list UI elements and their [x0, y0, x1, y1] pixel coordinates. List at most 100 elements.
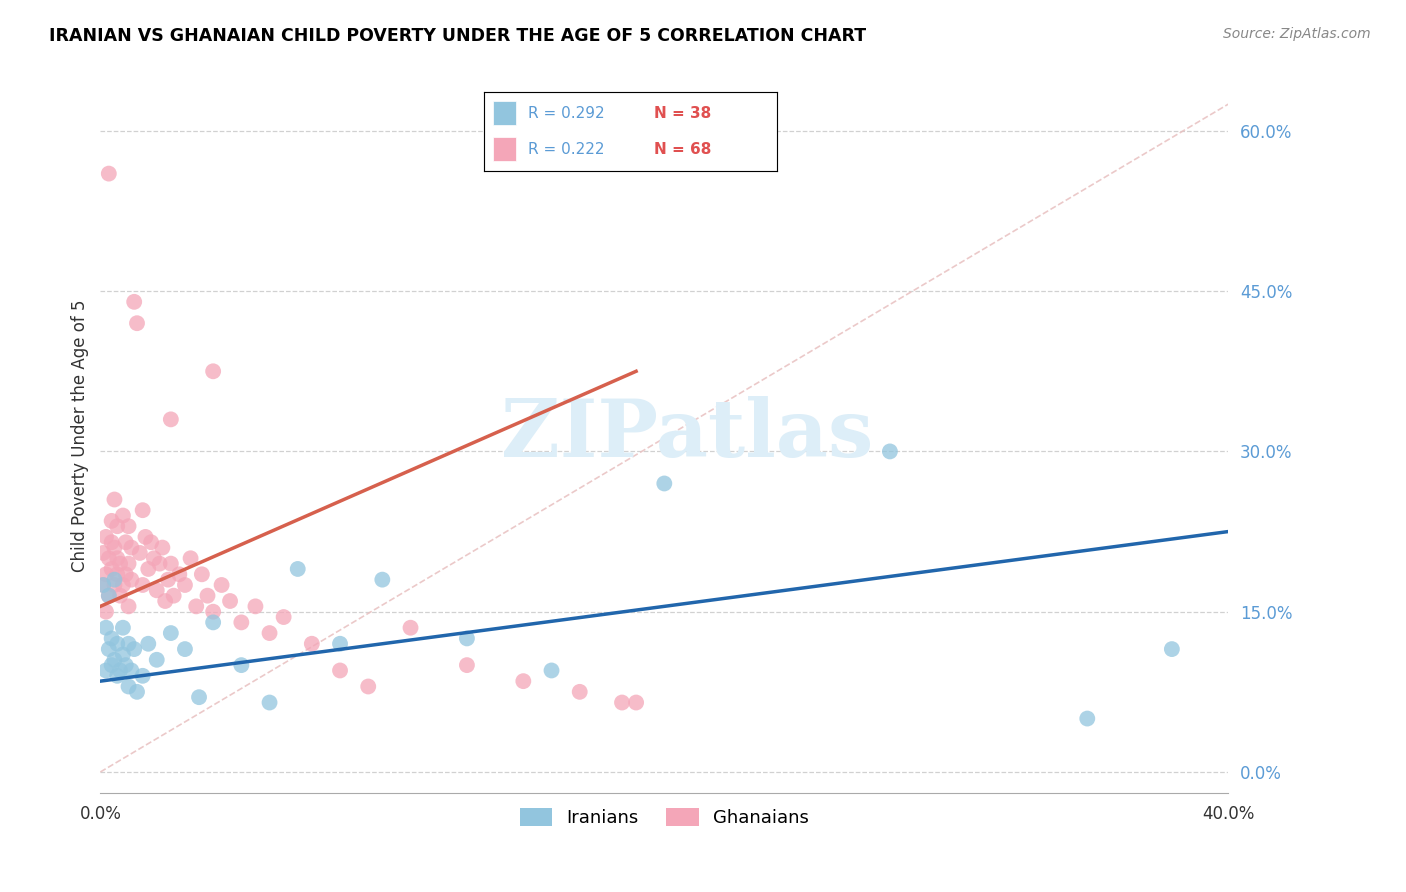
Ghanaians — [145, 583, 167, 598]
Text: IRANIAN VS GHANAIAN CHILD POVERTY UNDER THE AGE OF 5 CORRELATION CHART: IRANIAN VS GHANAIAN CHILD POVERTY UNDER … — [49, 27, 866, 45]
Iranians — [879, 444, 901, 458]
Iranians — [202, 615, 225, 630]
Iranians — [1076, 712, 1098, 726]
Iranians — [103, 653, 125, 667]
Ghanaians — [111, 578, 134, 592]
Legend: Iranians, Ghanaians: Iranians, Ghanaians — [513, 801, 815, 834]
Ghanaians — [105, 567, 128, 582]
Ghanaians — [108, 589, 131, 603]
Iranians — [329, 637, 352, 651]
Ghanaians — [117, 599, 139, 614]
Iranians — [103, 573, 125, 587]
Ghanaians — [131, 578, 153, 592]
Ghanaians — [456, 658, 478, 673]
Iranians — [117, 637, 139, 651]
Ghanaians — [186, 599, 208, 614]
Ghanaians — [155, 594, 177, 608]
Ghanaians — [142, 551, 165, 566]
Iranians — [94, 621, 117, 635]
Iranians — [287, 562, 309, 576]
Ghanaians — [157, 573, 180, 587]
Ghanaians — [103, 541, 125, 555]
Ghanaians — [273, 610, 295, 624]
Iranians — [371, 573, 394, 587]
Text: ZIPatlas: ZIPatlas — [501, 396, 873, 475]
Iranians — [125, 685, 148, 699]
Ghanaians — [122, 294, 145, 309]
Iranians — [652, 476, 675, 491]
Iranians — [259, 696, 281, 710]
Iranians — [105, 669, 128, 683]
Iranians — [160, 626, 183, 640]
Ghanaians — [202, 605, 225, 619]
Iranians — [94, 664, 117, 678]
Ghanaians — [94, 530, 117, 544]
Ghanaians — [219, 594, 242, 608]
Ghanaians — [259, 626, 281, 640]
Ghanaians — [103, 578, 125, 592]
Ghanaians — [329, 664, 352, 678]
Ghanaians — [100, 562, 122, 576]
Ghanaians — [114, 567, 136, 582]
Ghanaians — [117, 557, 139, 571]
Ghanaians — [610, 696, 633, 710]
Ghanaians — [111, 508, 134, 523]
Ghanaians — [91, 578, 114, 592]
Ghanaians — [114, 535, 136, 549]
Ghanaians — [231, 615, 253, 630]
Iranians — [1160, 642, 1182, 657]
Iranians — [111, 648, 134, 662]
Ghanaians — [139, 535, 162, 549]
Ghanaians — [91, 546, 114, 560]
Iranians — [136, 637, 159, 651]
Iranians — [97, 642, 120, 657]
Ghanaians — [131, 503, 153, 517]
Text: Source: ZipAtlas.com: Source: ZipAtlas.com — [1223, 27, 1371, 41]
Ghanaians — [163, 589, 186, 603]
Ghanaians — [103, 492, 125, 507]
Iranians — [111, 621, 134, 635]
Ghanaians — [128, 546, 150, 560]
Ghanaians — [134, 530, 156, 544]
Ghanaians — [160, 412, 183, 426]
Ghanaians — [120, 541, 142, 555]
Iranians — [100, 632, 122, 646]
Iranians — [108, 664, 131, 678]
Ghanaians — [202, 364, 225, 378]
Ghanaians — [160, 557, 183, 571]
Ghanaians — [197, 589, 219, 603]
Ghanaians — [108, 557, 131, 571]
Y-axis label: Child Poverty Under the Age of 5: Child Poverty Under the Age of 5 — [72, 299, 89, 572]
Iranians — [145, 653, 167, 667]
Ghanaians — [399, 621, 422, 635]
Ghanaians — [150, 541, 173, 555]
Iranians — [131, 669, 153, 683]
Ghanaians — [120, 573, 142, 587]
Iranians — [105, 637, 128, 651]
Ghanaians — [191, 567, 214, 582]
Iranians — [117, 680, 139, 694]
Ghanaians — [174, 578, 197, 592]
Ghanaians — [357, 680, 380, 694]
Ghanaians — [100, 535, 122, 549]
Ghanaians — [94, 605, 117, 619]
Iranians — [100, 658, 122, 673]
Ghanaians — [105, 551, 128, 566]
Ghanaians — [169, 567, 191, 582]
Iranians — [174, 642, 197, 657]
Iranians — [456, 632, 478, 646]
Ghanaians — [211, 578, 233, 592]
Ghanaians — [97, 551, 120, 566]
Ghanaians — [125, 316, 148, 330]
Ghanaians — [512, 674, 534, 689]
Iranians — [231, 658, 253, 673]
Ghanaians — [568, 685, 591, 699]
Ghanaians — [136, 562, 159, 576]
Iranians — [91, 578, 114, 592]
Ghanaians — [94, 567, 117, 582]
Ghanaians — [301, 637, 323, 651]
Iranians — [540, 664, 562, 678]
Ghanaians — [117, 519, 139, 533]
Ghanaians — [105, 519, 128, 533]
Ghanaians — [100, 514, 122, 528]
